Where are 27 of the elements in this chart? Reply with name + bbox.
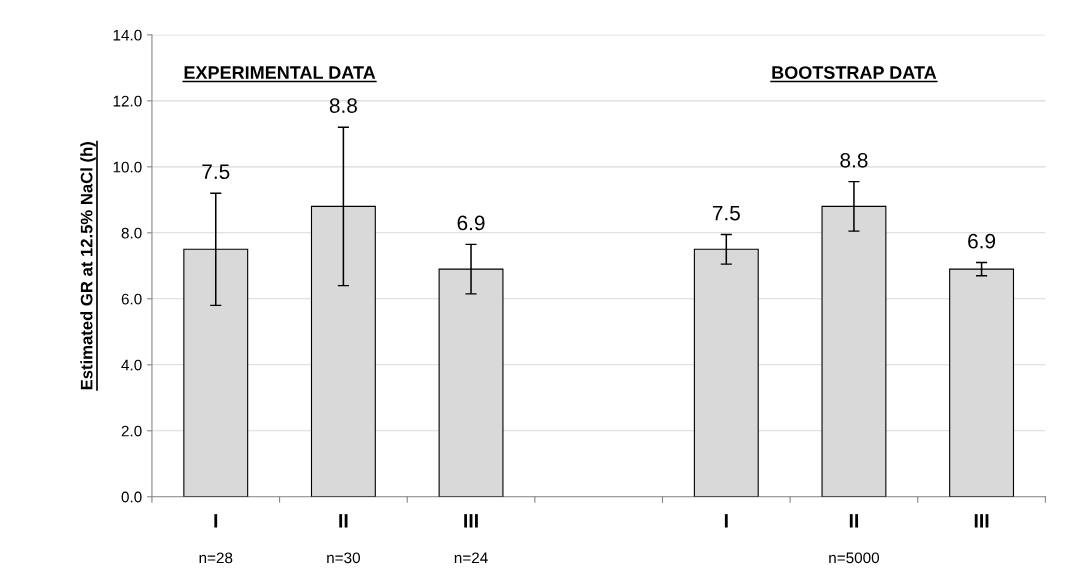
y-tick-label: 4.0	[121, 359, 142, 371]
y-tick-label: 8.0	[121, 227, 142, 239]
data-label: 7.5	[712, 205, 740, 221]
annotation: BOOTSTRAP DATA	[772, 66, 937, 79]
data-label: 6.9	[968, 233, 996, 249]
y-axis-title: Estimated GR at 12.5% NaCl (h)	[80, 142, 96, 390]
data-label: 6.9	[457, 215, 485, 231]
text: n=5000	[829, 552, 880, 564]
annotation: 8.8	[329, 98, 357, 113]
y-tick-label: 0.0	[121, 491, 142, 503]
y-tick-label: 2.0	[121, 425, 142, 437]
x-tick-label: II	[849, 514, 859, 528]
y-tick-label: 10.0	[113, 161, 142, 173]
y-tick-label: 14.0	[113, 29, 142, 41]
annotation: 7.5	[202, 164, 230, 180]
text: n=28	[199, 552, 233, 564]
text: n=30	[327, 552, 360, 564]
x-tick-label: I	[214, 514, 218, 528]
x-tick-label: III	[464, 514, 478, 528]
text: n=24	[454, 552, 488, 564]
x-tick-label: III	[974, 514, 989, 528]
x-tick-label: II	[339, 514, 348, 528]
y-tick-label: 12.0	[113, 95, 142, 107]
x-tick-label: I	[724, 514, 728, 528]
annotation: EXPERIMENTAL DATA	[184, 66, 376, 79]
y-tick-label: 6.0	[121, 293, 142, 305]
data-label: 8.8	[840, 152, 868, 168]
